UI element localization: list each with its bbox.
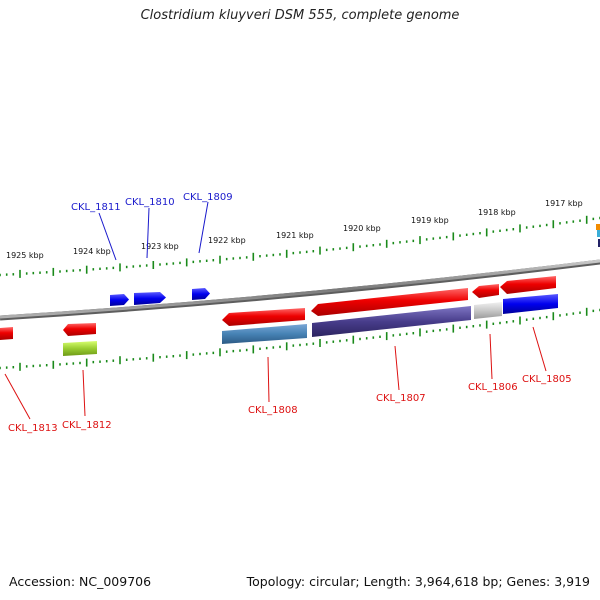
edge-feature-dark	[598, 239, 600, 247]
ruler-label-1920: 1920 kbp	[343, 224, 381, 233]
gene-CKL_1810[interactable]	[134, 292, 166, 305]
leader-CKL_1809	[198, 201, 209, 254]
leader-CKL_1810	[146, 207, 150, 259]
leader-CKL_1813	[4, 373, 31, 420]
gene-block-lime	[63, 341, 97, 356]
label-CKL_1811[interactable]: CKL_1811	[71, 202, 121, 213]
gene-CKL_1809[interactable]	[192, 288, 210, 300]
gene-block-steel	[222, 324, 307, 344]
inner-ruler	[0, 307, 600, 371]
edge-feature-orange	[596, 224, 600, 230]
gene-CKL_1811[interactable]	[110, 294, 129, 306]
genome-summary-text: Topology: circular; Length: 3,964,618 bp…	[246, 574, 590, 589]
label-CKL_1813[interactable]: CKL_1813	[8, 423, 58, 434]
label-CKL_1809[interactable]: CKL_1809	[183, 192, 233, 203]
leader-CKL_1811	[98, 212, 117, 261]
leader-CKL_1807	[394, 345, 400, 391]
gene-CKL_1808[interactable]	[222, 308, 305, 326]
chromosome-backbone	[0, 259, 600, 319]
gene-CKL_1806[interactable]	[472, 284, 499, 298]
leader-CKL_1812	[82, 369, 86, 417]
leader-CKL_1806	[489, 333, 493, 380]
label-CKL_1810[interactable]: CKL_1810	[125, 197, 175, 208]
accession-text: Accession: NC_009706	[9, 574, 152, 589]
gene-CKL_1812[interactable]	[63, 323, 96, 336]
gene-CKL_1807[interactable]	[311, 288, 468, 316]
gene-block-gray	[474, 302, 502, 319]
map-title: Clostridium kluyveri DSM 555, complete g…	[140, 8, 460, 23]
outer-ruler	[0, 215, 600, 278]
leader-CKL_1808	[267, 356, 270, 403]
label-CKL_1807[interactable]: CKL_1807	[376, 393, 426, 404]
label-CKL_1812[interactable]: CKL_1812	[62, 420, 112, 431]
ruler-label-1921: 1921 kbp	[276, 231, 314, 240]
gene-block-blue	[503, 294, 558, 314]
ruler-label-1917: 1917 kbp	[545, 199, 583, 208]
gene-CKL_1813[interactable]	[0, 327, 13, 340]
leader-CKL_1805	[532, 326, 547, 372]
ruler-label-1925: 1925 kbp	[6, 251, 44, 260]
ruler-label-1919: 1919 kbp	[411, 216, 449, 225]
label-CKL_1806[interactable]: CKL_1806	[468, 382, 518, 393]
ruler-label-1924: 1924 kbp	[73, 247, 111, 256]
label-CKL_1808[interactable]: CKL_1808	[248, 405, 298, 416]
ruler-label-1918: 1918 kbp	[478, 208, 516, 217]
edge-feature-cyan	[597, 230, 600, 237]
ruler-label-1923: 1923 kbp	[141, 242, 179, 251]
ruler-label-1922: 1922 kbp	[208, 236, 246, 245]
gene-CKL_1805[interactable]	[500, 276, 556, 294]
gene-block-purple	[312, 306, 471, 337]
label-CKL_1805[interactable]: CKL_1805	[522, 374, 572, 385]
